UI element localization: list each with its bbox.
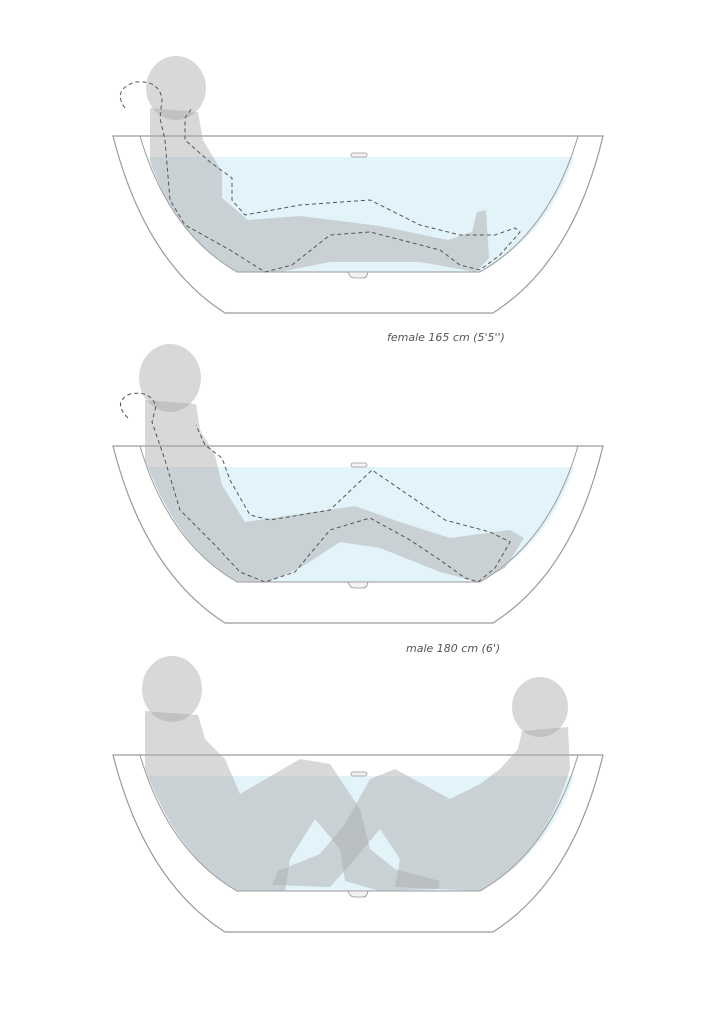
tub-male [112, 344, 604, 624]
female-outline-dashed [120, 392, 511, 583]
tub-couple [112, 656, 604, 933]
male-silhouette [139, 344, 524, 582]
tub-female [112, 56, 604, 314]
left-person-silhouette [142, 656, 440, 891]
right-person-silhouette [272, 677, 570, 891]
male-outline-dashed [119, 81, 521, 273]
female-silhouette [146, 56, 489, 272]
female-size-label: female 165 cm (5'5'') [387, 331, 505, 344]
male-size-label: male 180 cm (6') [406, 642, 501, 655]
